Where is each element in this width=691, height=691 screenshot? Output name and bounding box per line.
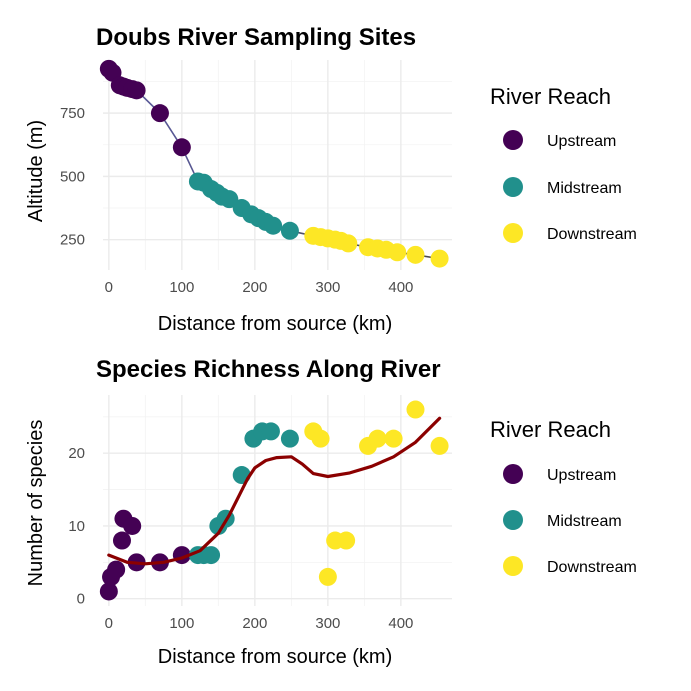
legend-key-upstream — [503, 130, 523, 150]
point-downstream — [311, 429, 330, 448]
x-tick-label: 200 — [242, 615, 267, 632]
point-downstream — [430, 436, 449, 455]
point-downstream — [430, 249, 449, 268]
legend-key-downstream — [503, 556, 523, 576]
x-tick-label: 300 — [315, 615, 340, 632]
richness-chart: Species Richness Along River 0 100 200 300 4… — [25, 356, 637, 668]
point-upstream — [172, 138, 191, 157]
point-downstream — [318, 567, 337, 586]
point-midstream — [220, 190, 239, 209]
y-tick-label: 20 — [68, 445, 85, 462]
chart-title: Doubs River Sampling Sites — [96, 24, 416, 51]
legend-label-downstream: Downstream — [547, 226, 637, 243]
x-axis-title: Distance from source (km) — [158, 313, 393, 335]
y-axis-title: Altitude (m) — [25, 120, 47, 222]
legend-title: River Reach — [490, 417, 611, 442]
legend-label-downstream: Downstream — [547, 559, 637, 576]
legend-key-downstream — [503, 223, 523, 243]
y-tick-label: 250 — [60, 232, 85, 249]
x-axis-title: Distance from source (km) — [158, 646, 393, 668]
points — [99, 59, 449, 268]
x-tick-labels: 0 100 200 300 400 — [105, 279, 414, 296]
legend-title: River Reach — [490, 84, 611, 109]
point-downstream — [384, 429, 403, 448]
point-midstream — [280, 429, 299, 448]
smooth-trend-line — [107, 416, 442, 566]
point-upstream — [127, 81, 146, 100]
x-tick-label: 100 — [169, 615, 194, 632]
legend-label-midstream: Midstream — [547, 513, 622, 530]
x-tick-label: 0 — [105, 615, 113, 632]
y-tick-label: 0 — [77, 591, 85, 608]
x-tick-label: 400 — [388, 615, 413, 632]
point-upstream — [99, 582, 118, 601]
point-downstream — [339, 234, 358, 253]
legend-label-upstream: Upstream — [547, 467, 616, 484]
point-upstream — [112, 531, 131, 550]
altitude-chart: Doubs River Sampling Sites 0 100 200 300 400… — [25, 24, 637, 335]
point-midstream — [202, 546, 221, 565]
point-downstream — [406, 400, 425, 419]
legend-label-midstream: Midstream — [547, 180, 622, 197]
point-downstream — [406, 245, 425, 264]
points — [99, 400, 449, 601]
point-upstream — [107, 560, 126, 579]
x-tick-label: 0 — [105, 279, 113, 296]
y-tick-labels: 250 500 750 — [60, 105, 85, 249]
point-upstream — [123, 516, 142, 535]
chart-title: Species Richness Along River — [96, 356, 441, 383]
legend-label-upstream: Upstream — [547, 133, 616, 150]
y-tick-label: 750 — [60, 105, 85, 122]
point-midstream — [264, 216, 283, 235]
legend-key-midstream — [503, 510, 523, 530]
x-tick-label: 300 — [315, 279, 340, 296]
x-tick-label: 100 — [169, 279, 194, 296]
point-downstream — [368, 429, 387, 448]
y-tick-label: 500 — [60, 168, 85, 185]
y-axis-title: Number of species — [25, 420, 47, 587]
grid — [103, 60, 452, 270]
point-downstream — [388, 243, 407, 262]
y-tick-labels: 0 10 20 — [68, 445, 85, 608]
legend: River Reach Upstream Midstream Downstream — [490, 84, 637, 243]
point-downstream — [337, 531, 356, 550]
x-tick-labels: 0 100 200 300 400 — [105, 615, 414, 632]
y-tick-label: 10 — [68, 518, 85, 535]
point-upstream — [150, 104, 169, 123]
x-tick-label: 400 — [388, 279, 413, 296]
legend: River Reach Upstream Midstream Downstream — [490, 417, 637, 576]
legend-key-upstream — [503, 464, 523, 484]
legend-key-midstream — [503, 177, 523, 197]
point-midstream — [261, 422, 280, 441]
point-midstream — [280, 221, 299, 240]
x-tick-label: 200 — [242, 279, 267, 296]
